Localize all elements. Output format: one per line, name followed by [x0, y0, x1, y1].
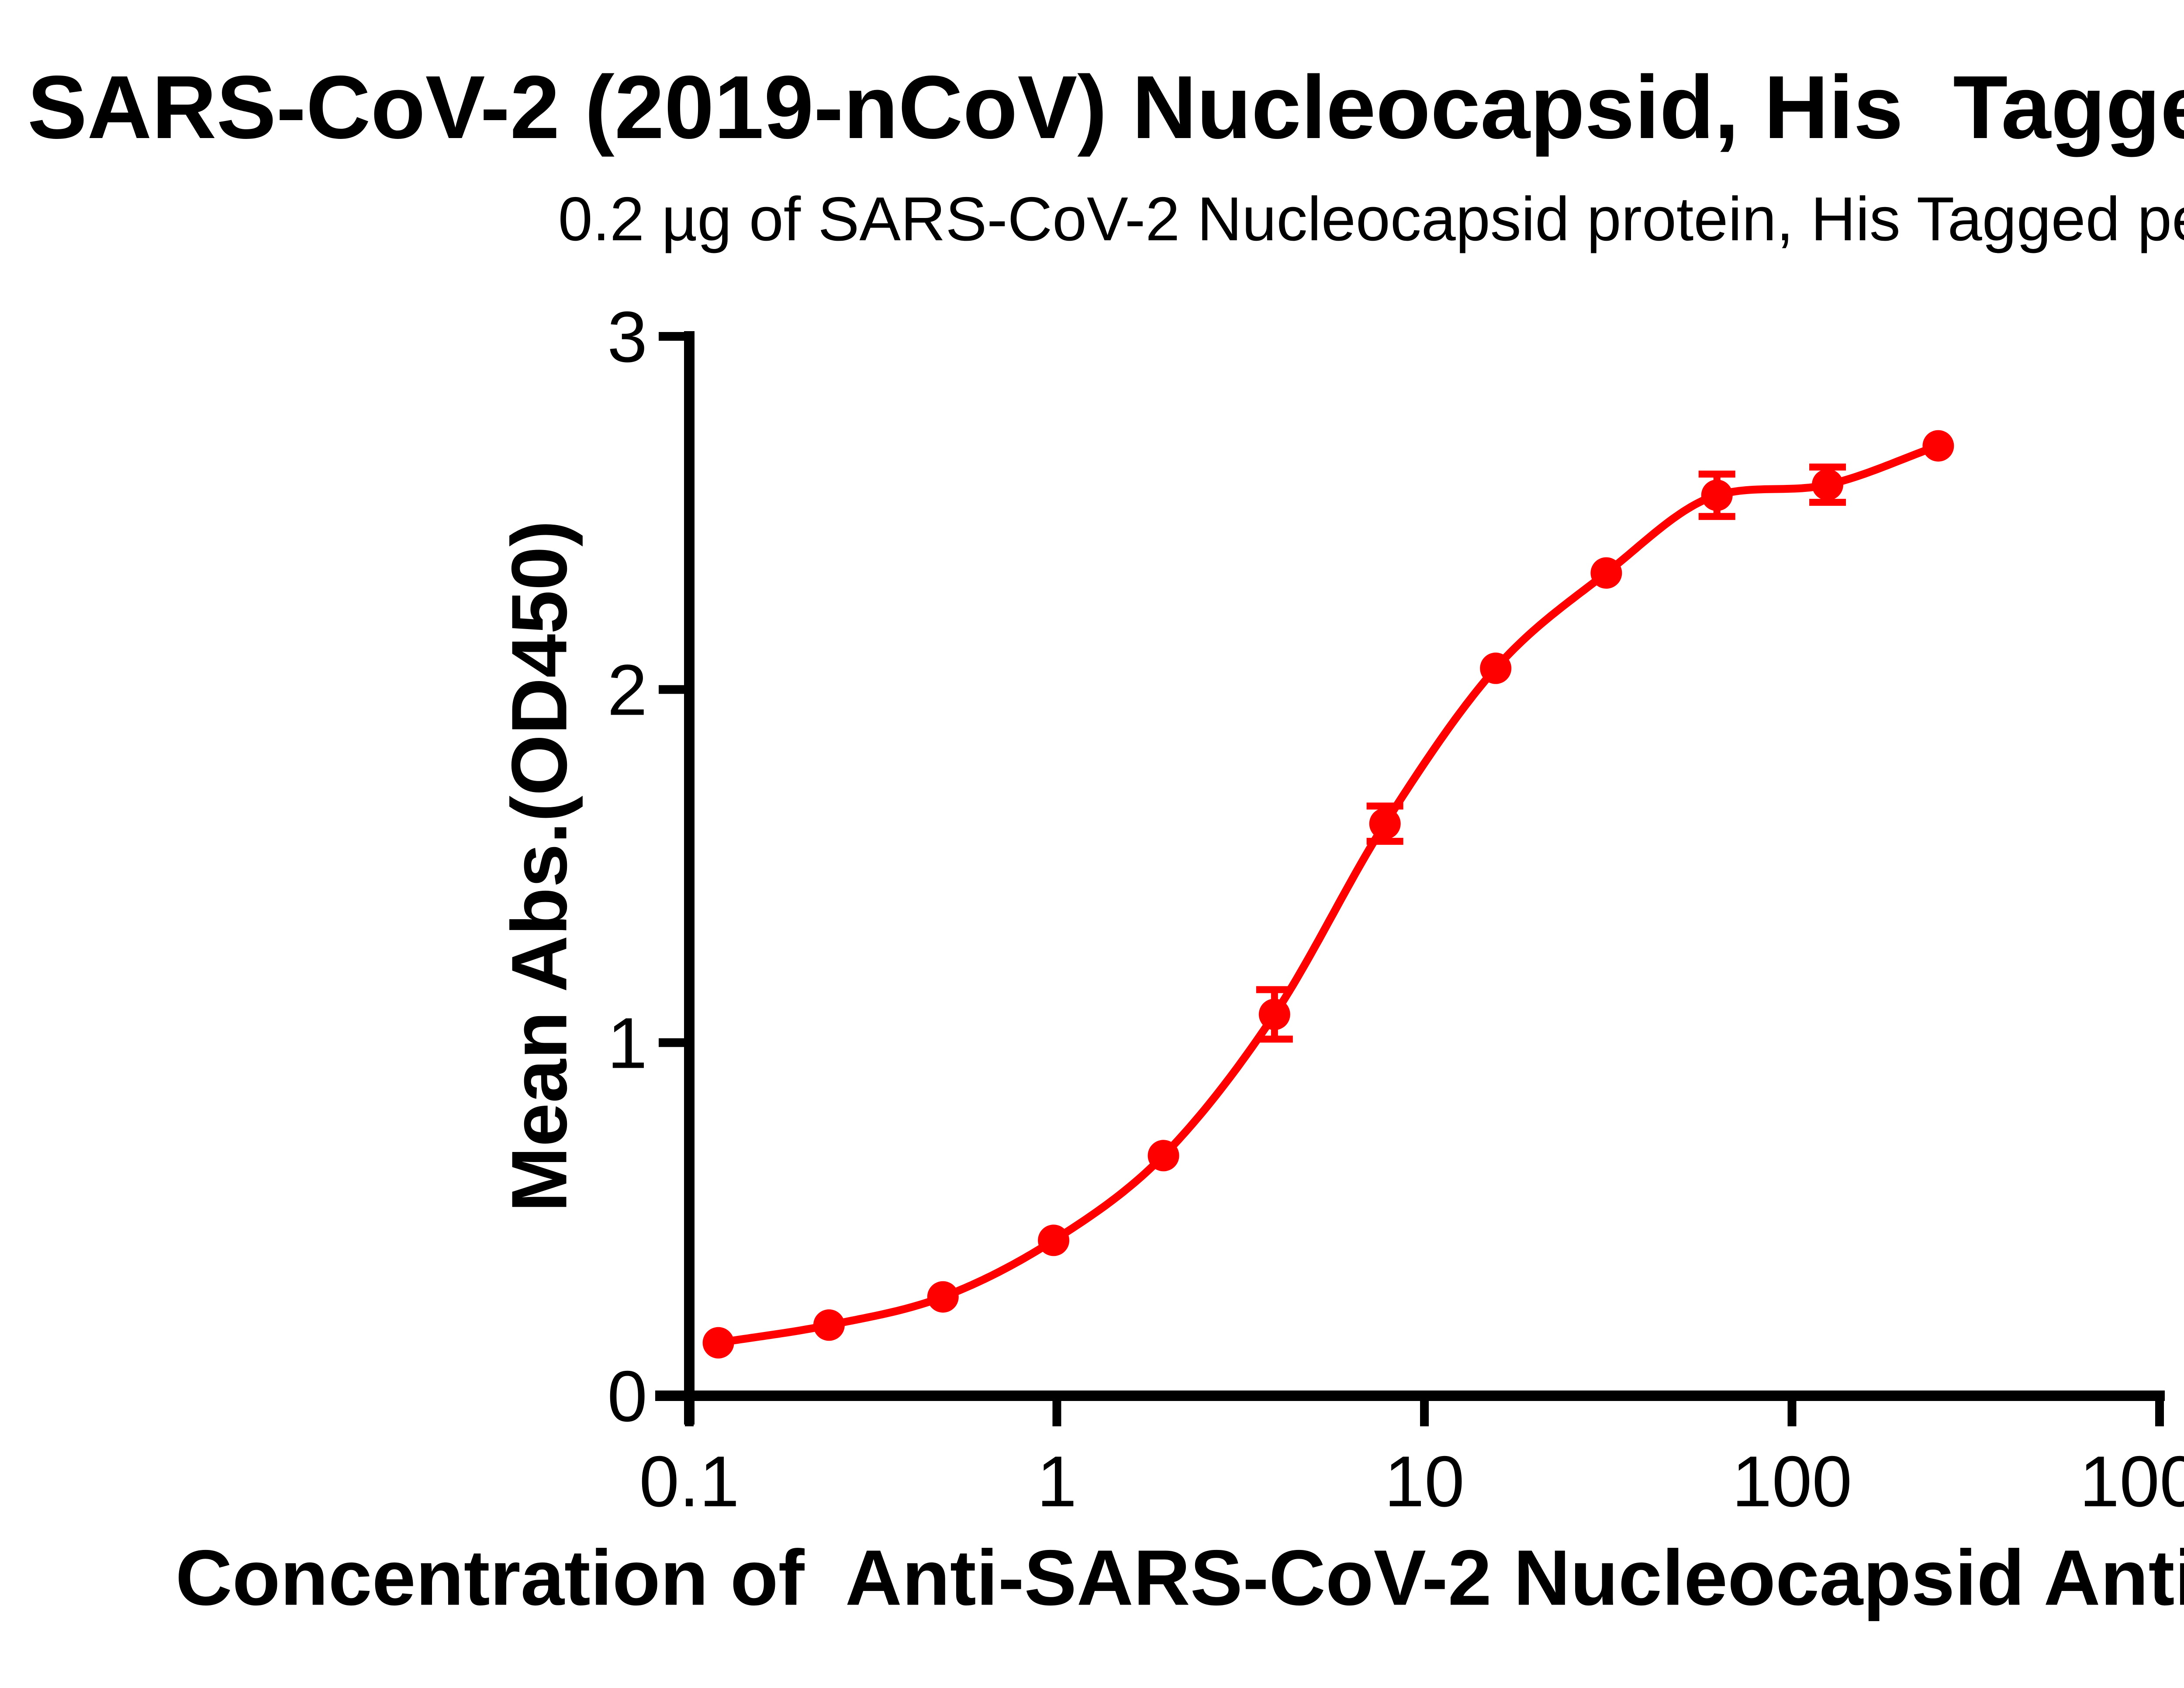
chart-title: SARS-CoV-2 (2019-nCoV) Nucleocapsid, His…	[27, 57, 2184, 157]
x-tick-label: 1	[1037, 1441, 1077, 1522]
data-point-marker	[702, 1327, 734, 1359]
data-point-marker	[813, 1309, 845, 1341]
data-point-marker	[1038, 1224, 1070, 1256]
x-tick-label: 100	[1732, 1441, 1852, 1522]
x-tick	[685, 1401, 694, 1426]
x-tick-label: 10	[1384, 1441, 1465, 1522]
x-axis-label: Concentration of Anti-SARS-CoV-2 Nucleoc…	[175, 1534, 2184, 1622]
y-tick-label: 3	[607, 297, 647, 377]
y-tick	[659, 685, 684, 694]
fit-curve	[714, 442, 1942, 1347]
y-tick	[659, 332, 684, 341]
y-tick	[659, 1391, 684, 1400]
data-point-marker	[1812, 469, 1843, 501]
chart-subtitle: 0.2 µg of SARS-CoV-2 Nucleocapsid protei…	[558, 184, 2184, 254]
x-axis-line	[655, 1391, 2165, 1401]
x-tick	[1052, 1401, 1061, 1426]
data-point-marker	[1480, 652, 1512, 684]
data-point-marker	[1258, 999, 1290, 1030]
x-tick	[1420, 1401, 1429, 1426]
data-point-marker	[927, 1281, 959, 1313]
y-tick-label: 1	[607, 1003, 647, 1083]
x-tick	[1787, 1401, 1797, 1426]
data-point-marker	[1922, 430, 1954, 462]
y-tick-label: 0	[607, 1356, 647, 1436]
y-axis-line	[684, 331, 695, 1425]
x-tick	[2155, 1401, 2164, 1426]
data-point-marker	[1147, 1140, 1179, 1172]
data-point-marker	[1369, 808, 1401, 840]
y-tick	[659, 1038, 684, 1047]
y-tick-label: 2	[607, 650, 647, 730]
x-tick-label: 0.1	[639, 1441, 739, 1522]
data-point-marker	[1701, 479, 1733, 511]
data-point-marker	[1590, 557, 1622, 589]
